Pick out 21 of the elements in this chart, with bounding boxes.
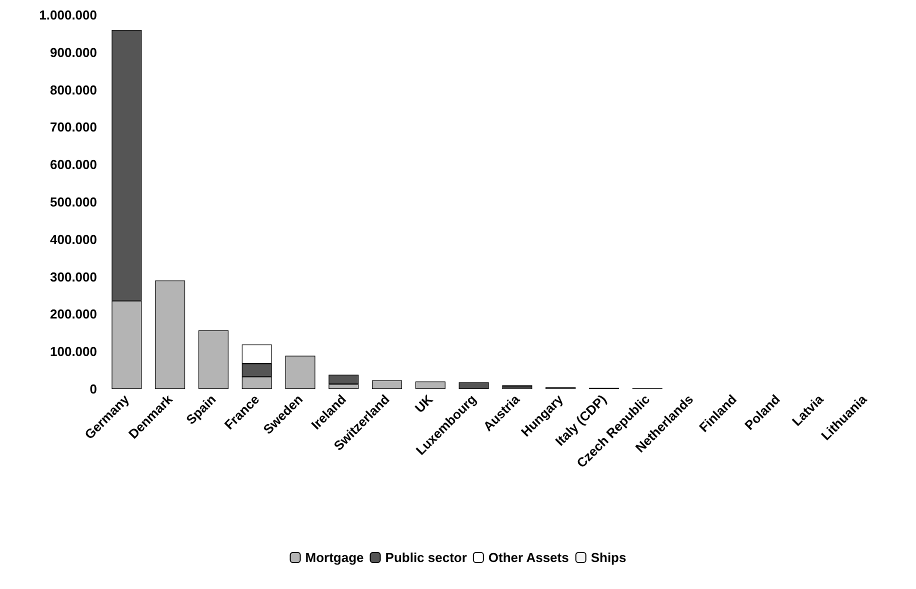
legend-label: Public sector (385, 550, 467, 565)
legend-label: Other Assets (488, 550, 569, 565)
legend-label: Mortgage (305, 550, 364, 565)
y-tick-label: 200.000 (50, 306, 97, 322)
y-tick-label: 0 (90, 382, 97, 396)
y-tick-label: 400.000 (50, 232, 97, 247)
y-tick-label: 300.000 (50, 269, 97, 284)
bar (198, 330, 228, 389)
legend-label: Ships (590, 550, 626, 565)
y-tick-label: 1.000.000 (39, 8, 97, 22)
y-tick-label: 900.000 (50, 44, 97, 60)
y-tick-label: 600.000 (50, 157, 97, 172)
bar (458, 382, 489, 389)
bar (372, 380, 402, 389)
bar (285, 356, 316, 389)
y-tick-label: 800.000 (50, 82, 97, 98)
y-tick-label: 500.000 (50, 194, 97, 210)
bar (155, 280, 186, 389)
y-tick-label: 700.000 (50, 120, 97, 135)
y-tick-label: 100.000 (50, 344, 97, 360)
bar (415, 382, 446, 389)
